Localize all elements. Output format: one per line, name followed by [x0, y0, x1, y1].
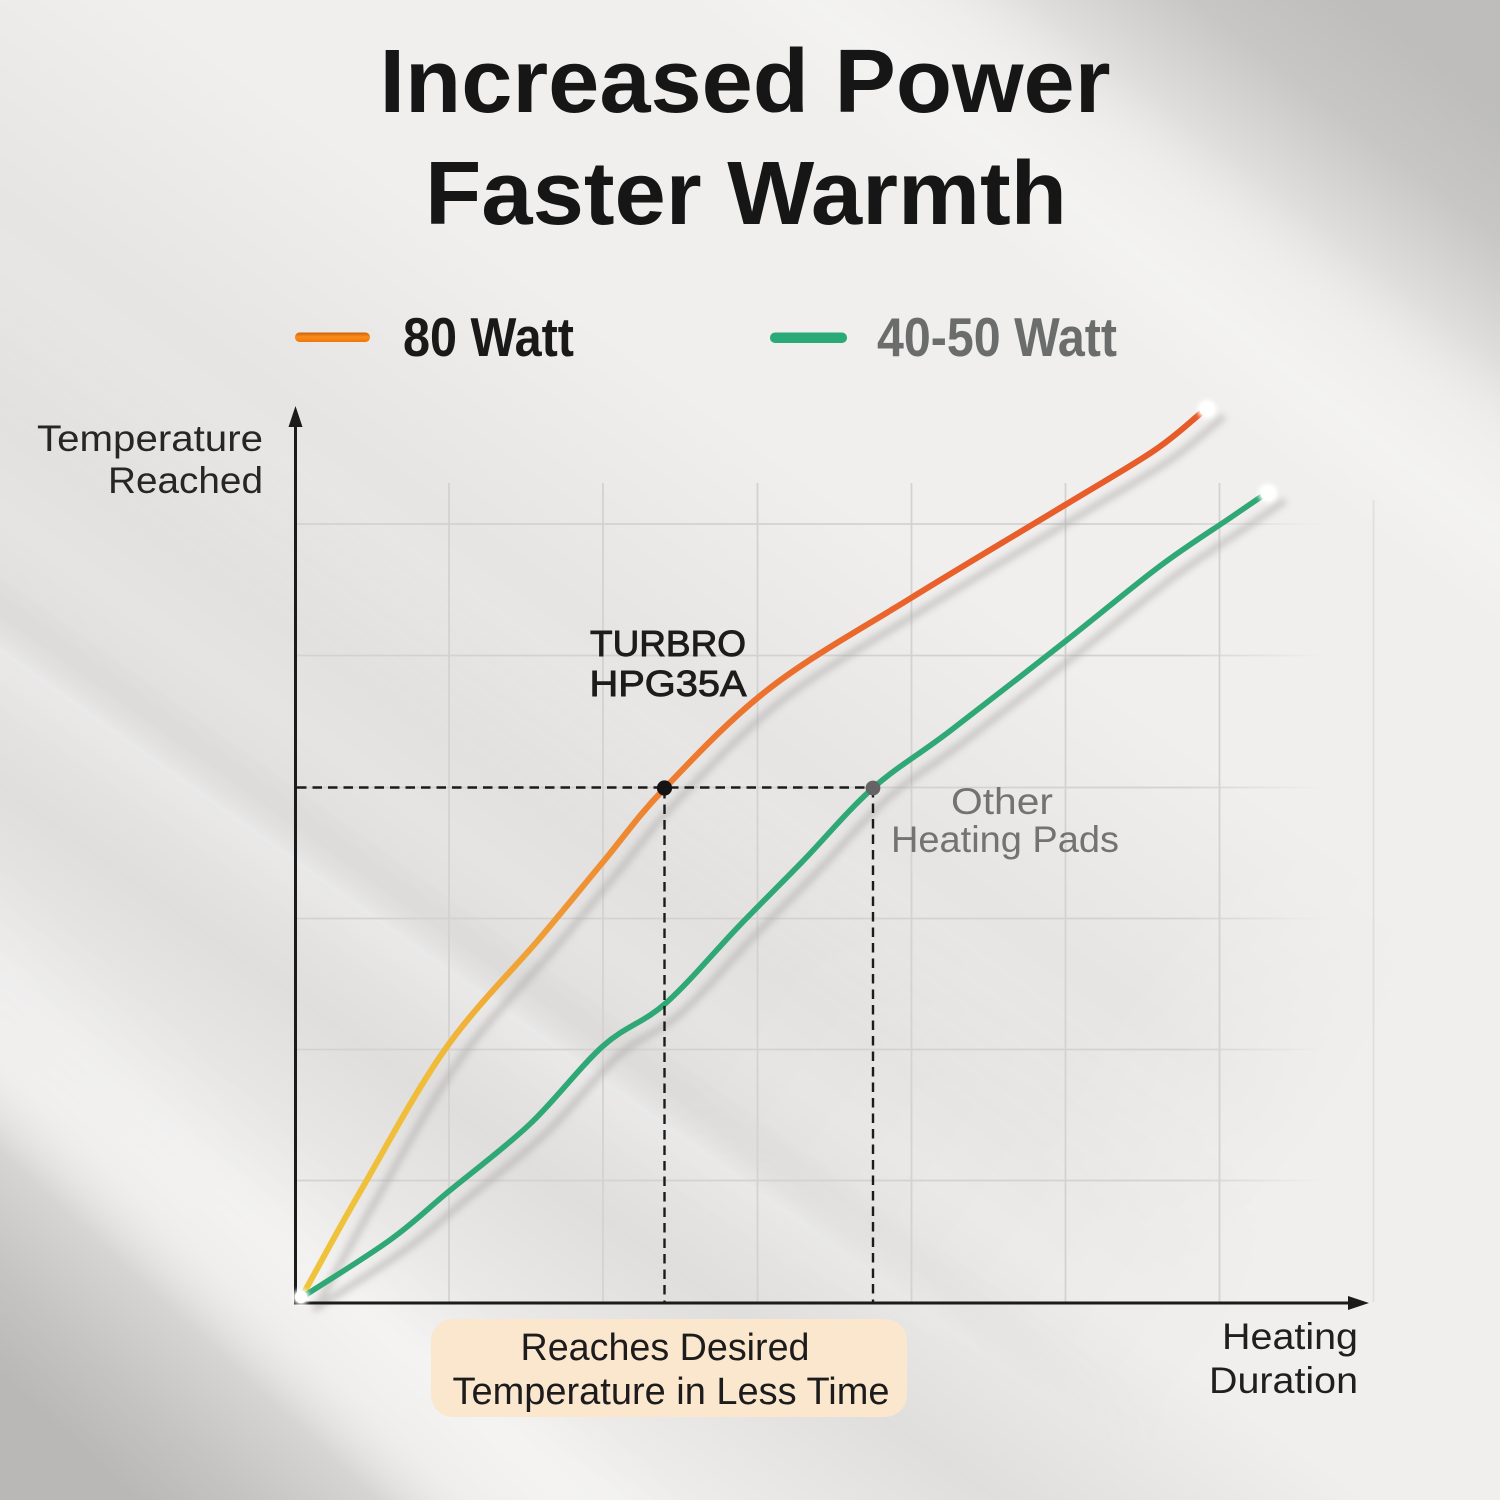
svg-text:Temperature in Less Time: Temperature in Less Time — [453, 1371, 890, 1413]
svg-text:Duration: Duration — [1209, 1360, 1358, 1401]
svg-text:40-50 Watt: 40-50 Watt — [877, 306, 1117, 368]
svg-text:TURBRO: TURBRO — [590, 623, 746, 664]
svg-text:Increased Power: Increased Power — [380, 32, 1111, 132]
svg-text:Reached: Reached — [108, 460, 263, 501]
svg-text:Heating Pads: Heating Pads — [891, 819, 1119, 860]
svg-text:Reaches Desired: Reaches Desired — [521, 1327, 810, 1369]
svg-text:Faster Warmth: Faster Warmth — [425, 144, 1067, 244]
svg-text:Temperature: Temperature — [37, 418, 263, 459]
svg-text:80 Watt: 80 Watt — [403, 306, 574, 368]
svg-text:Other: Other — [951, 781, 1053, 822]
svg-text:Heating: Heating — [1222, 1316, 1358, 1357]
svg-text:HPG35A: HPG35A — [590, 663, 747, 704]
